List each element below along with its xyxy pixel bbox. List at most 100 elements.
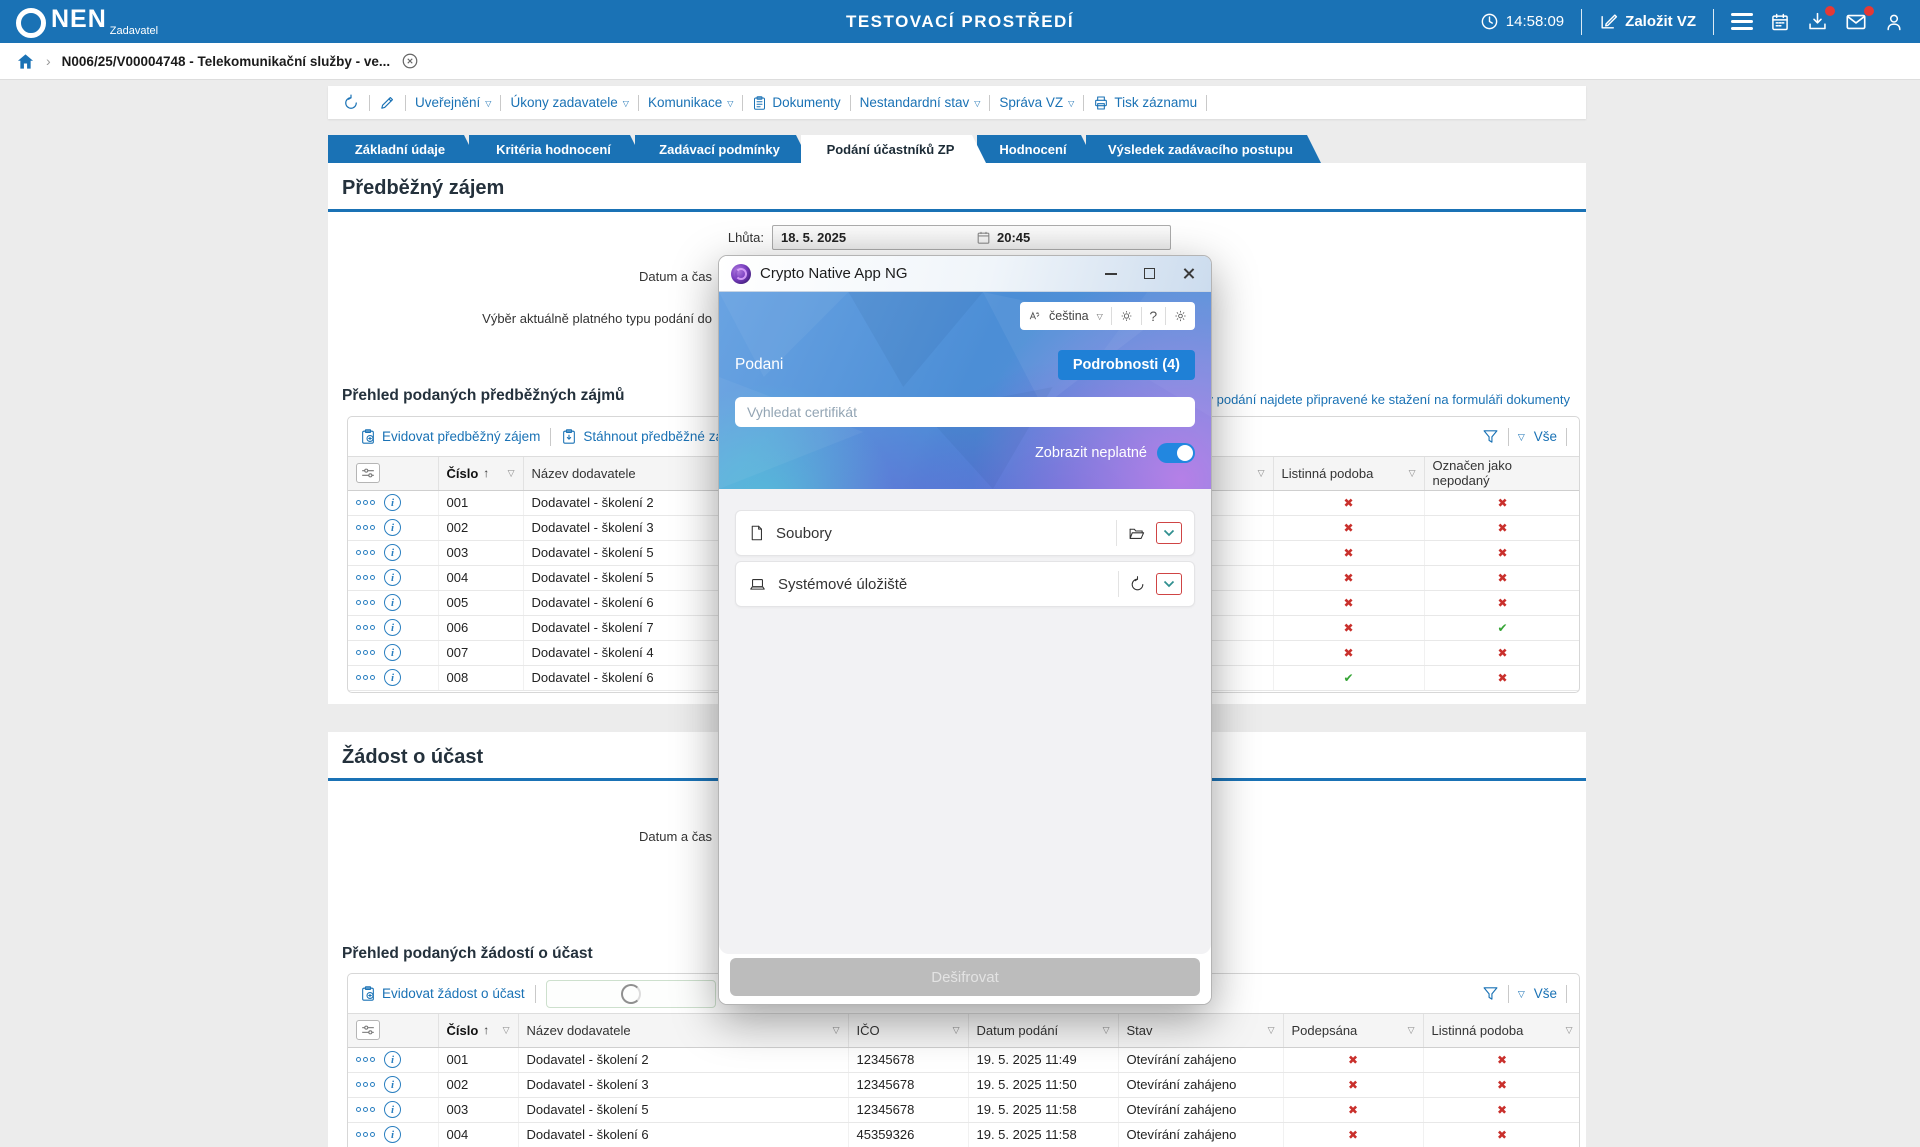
close-tab-icon[interactable] xyxy=(401,52,419,70)
deadline-field[interactable]: 18. 5. 2025 20:45 xyxy=(772,225,1171,250)
chevron-down-icon[interactable]: ▽ xyxy=(1096,311,1103,321)
tab-zadavaci-podminky[interactable]: Zadávací podmínky xyxy=(635,135,810,163)
chevron-down-icon[interactable]: ▽ xyxy=(1517,988,1525,999)
row-actions-icon[interactable] xyxy=(356,650,375,655)
menu-ukony-zadavatele[interactable]: Úkony zadavatele ▽ xyxy=(510,95,629,110)
row-actions-icon[interactable] xyxy=(356,525,375,530)
row-actions-icon[interactable] xyxy=(356,1082,375,1087)
info-icon[interactable]: i xyxy=(384,619,401,636)
messages-button[interactable] xyxy=(1845,5,1874,33)
row-actions-icon[interactable] xyxy=(356,600,375,605)
column-header-nazev[interactable]: Název dodavatele ▽ xyxy=(518,1014,849,1048)
home-icon[interactable] xyxy=(16,52,35,71)
menu-uverejneni[interactable]: Uveřejnění ▽ xyxy=(415,95,492,110)
tab-podani-ucastniku-zp[interactable]: Podání účastníků ZP xyxy=(801,135,986,163)
filter-caret-icon[interactable]: ▽ xyxy=(507,467,515,478)
certificate-search-input[interactable] xyxy=(735,397,1195,427)
filter-funnel-icon[interactable] xyxy=(1482,985,1499,1002)
table-row[interactable]: i 004 Dodavatel - školení 6 45359326 19. 5.… xyxy=(348,1122,1579,1147)
info-icon[interactable]: i xyxy=(384,1126,401,1143)
column-header-cislo[interactable]: Číslo ↑ ▽ xyxy=(438,1014,519,1048)
stahnout-predbezne-zajmy-button[interactable]: Stáhnout předběžné zájmy xyxy=(561,428,744,445)
downloads-button[interactable] xyxy=(1807,6,1835,32)
language-label[interactable]: čeština xyxy=(1049,309,1089,323)
filter-caret-icon[interactable]: ▽ xyxy=(502,1024,510,1035)
calendar-icon[interactable] xyxy=(976,230,991,245)
filter-caret-icon[interactable]: ▽ xyxy=(1407,1024,1415,1035)
row-actions-icon[interactable] xyxy=(356,1107,375,1112)
row-actions-icon[interactable] xyxy=(356,1057,375,1062)
user-profile-button[interactable] xyxy=(1884,12,1904,32)
menu-komunikace[interactable]: Komunikace ▽ xyxy=(647,95,734,110)
filter-caret-icon[interactable]: ▽ xyxy=(832,1024,840,1035)
decrypt-button[interactable]: Dešifrovat xyxy=(730,958,1200,996)
table-row[interactable]: i 001 Dodavatel - školení 2 12345678 19. 5.… xyxy=(348,1047,1579,1073)
help-icon[interactable]: ? xyxy=(1149,308,1158,324)
info-icon[interactable]: i xyxy=(384,1076,401,1093)
expand-soubory-button[interactable] xyxy=(1156,522,1182,544)
table-row[interactable]: i 003 Dodavatel - školení 5 12345678 19. 5.… xyxy=(348,1097,1579,1123)
info-icon[interactable]: i xyxy=(384,544,401,561)
expand-uloziste-button[interactable] xyxy=(1156,573,1182,595)
menu-sprava-vz[interactable]: Správa VZ ▽ xyxy=(999,95,1075,110)
filter-all-link[interactable]: Vše xyxy=(1533,429,1557,444)
chevron-down-icon[interactable]: ▽ xyxy=(1517,431,1525,442)
menu-dokumenty[interactable]: Dokumenty xyxy=(752,95,841,111)
menu-button[interactable] xyxy=(1731,13,1753,30)
deadline-date-value[interactable]: 18. 5. 2025 xyxy=(781,230,847,245)
filter-caret-icon[interactable]: ▽ xyxy=(1257,467,1265,478)
create-vz-button[interactable]: Založit VZ xyxy=(1599,12,1696,31)
pencil-icon[interactable] xyxy=(379,94,396,111)
evidovat-predbezny-zajem-button[interactable]: Evidovat předběžný zájem xyxy=(360,428,540,445)
deadline-time-value[interactable]: 20:45 xyxy=(997,230,1031,245)
info-icon[interactable]: i xyxy=(384,594,401,611)
column-header-listinna[interactable]: Listinná podoba ▽ xyxy=(1273,457,1425,491)
nen-logo[interactable]: NEN Zadavatel xyxy=(16,5,158,38)
column-header-stav[interactable]: Stav ▽ xyxy=(1118,1014,1284,1048)
info-icon[interactable]: i xyxy=(384,1101,401,1118)
filter-caret-icon[interactable]: ▽ xyxy=(1565,1024,1573,1035)
calendar-button[interactable] xyxy=(1770,12,1790,32)
tab-kriteria-hodnoceni[interactable]: Kritéria hodnocení xyxy=(469,135,644,163)
list-item-systemove-uloziste[interactable]: Systémové úložiště xyxy=(735,561,1195,607)
row-actions-icon[interactable] xyxy=(356,675,375,680)
row-actions-icon[interactable] xyxy=(356,625,375,630)
download-note-link[interactable]: y podání najdete připravené ke stažení n… xyxy=(1206,392,1571,407)
dialog-titlebar[interactable]: Crypto Native App NG xyxy=(719,256,1211,292)
filter-caret-icon[interactable]: ▽ xyxy=(1267,1024,1275,1035)
column-header-listinna[interactable]: Listinná podoba ▽ xyxy=(1423,1014,1579,1048)
tab-zakladni-udaje[interactable]: Základní údaje xyxy=(328,135,478,163)
column-header-cislo[interactable]: Číslo ↑ ▽ xyxy=(438,457,524,491)
tab-hodnoceni[interactable]: Hodnocení xyxy=(977,135,1095,163)
info-icon[interactable]: i xyxy=(384,644,401,661)
filter-all-link[interactable]: Vše xyxy=(1533,986,1557,1001)
show-invalid-toggle[interactable] xyxy=(1157,443,1195,463)
column-header-datum[interactable]: Datum podání ▽ xyxy=(968,1014,1119,1048)
table-row[interactable]: i 002 Dodavatel - školení 3 12345678 19. 5.… xyxy=(348,1072,1579,1098)
row-actions-icon[interactable] xyxy=(356,575,375,580)
info-icon[interactable]: i xyxy=(384,1051,401,1068)
refresh-icon[interactable] xyxy=(342,94,360,112)
breadcrumb-item[interactable]: N006/25/V00004748 - Telekomunikační služ… xyxy=(61,53,391,69)
menu-tisk-zaznamu[interactable]: Tisk záznamu xyxy=(1093,95,1197,111)
column-header-ico[interactable]: IČO ▽ xyxy=(848,1014,969,1048)
column-header-oznacen[interactable]: Označen jako nepodaný xyxy=(1424,457,1579,491)
close-icon[interactable] xyxy=(1182,267,1195,280)
info-icon[interactable]: i xyxy=(384,569,401,586)
info-icon[interactable]: i xyxy=(384,669,401,686)
info-icon[interactable]: i xyxy=(384,519,401,536)
row-actions-icon[interactable] xyxy=(356,500,375,505)
column-settings-icon[interactable] xyxy=(356,463,380,484)
filter-caret-icon[interactable]: ▽ xyxy=(952,1024,960,1035)
row-actions-icon[interactable] xyxy=(356,1132,375,1137)
column-settings-icon[interactable] xyxy=(356,1020,380,1041)
evidovat-zadost-button[interactable]: Evidovat žádost o účast xyxy=(360,985,525,1002)
details-button[interactable]: Podrobnosti (4) xyxy=(1057,350,1195,380)
list-item-soubory[interactable]: Soubory xyxy=(735,510,1195,556)
filter-caret-icon[interactable]: ▽ xyxy=(1102,1024,1110,1035)
filter-funnel-icon[interactable] xyxy=(1482,428,1499,445)
theme-icon[interactable] xyxy=(1120,308,1133,324)
tab-vysledek-zadavaciho-postupu[interactable]: Výsledek zadávacího postupu xyxy=(1086,135,1321,163)
gear-icon[interactable] xyxy=(1174,308,1187,324)
column-header-podepsana[interactable]: Podepsána ▽ xyxy=(1283,1014,1424,1048)
